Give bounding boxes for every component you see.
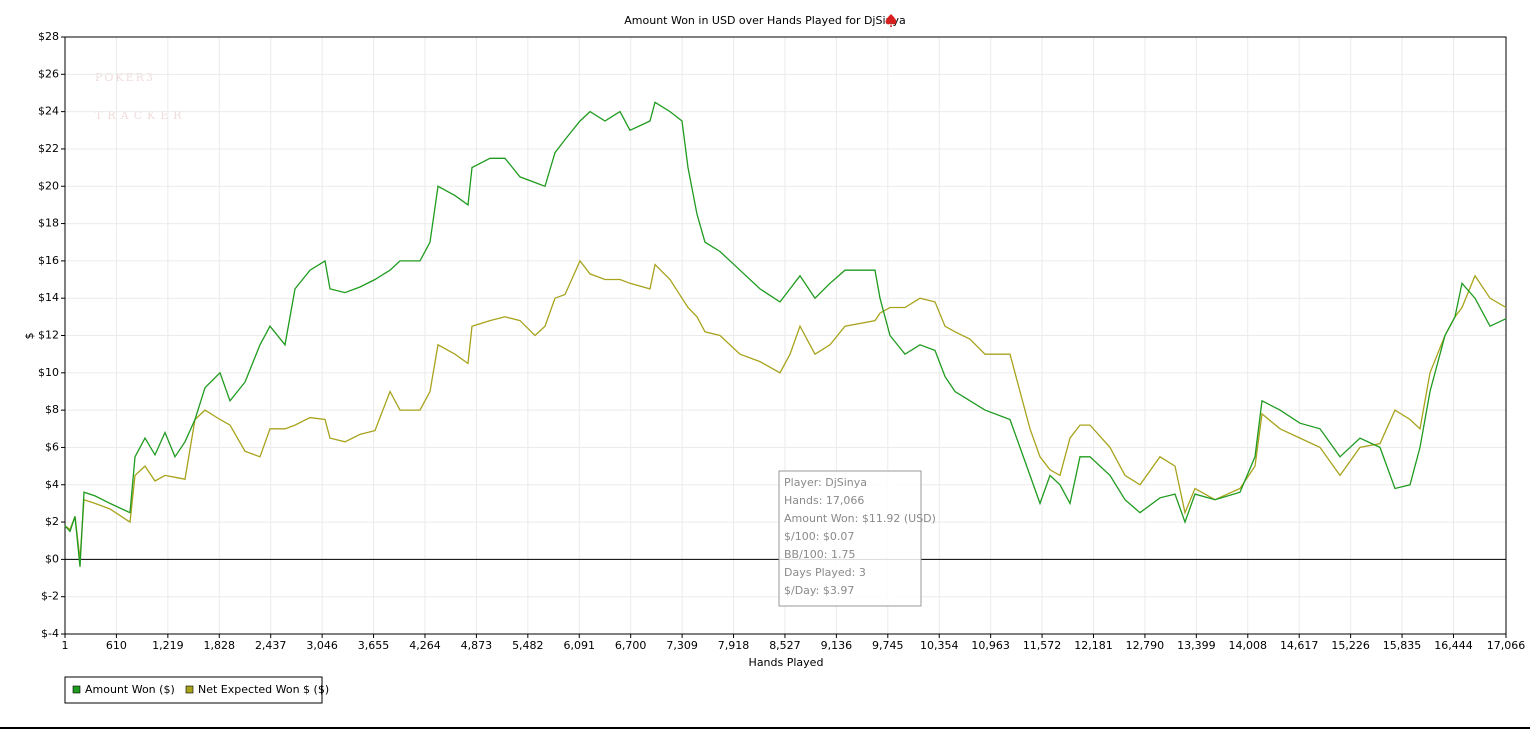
x-tick-label: 1 (62, 639, 69, 652)
watermark: POKER3 (95, 71, 155, 84)
tooltip-text: BB/100: 1.75 (784, 548, 856, 561)
x-tick-label: 6,091 (564, 639, 596, 652)
series-line (64, 101, 1507, 567)
x-tick-label: 12,181 (1074, 639, 1113, 652)
y-tick-label: $24 (38, 105, 59, 118)
y-tick-label: $26 (38, 67, 59, 80)
x-tick-label: 7,918 (718, 639, 750, 652)
tooltip-text: $/100: $0.07 (784, 530, 854, 543)
x-tick-label: 7,309 (666, 639, 698, 652)
x-tick-label: 9,136 (821, 639, 853, 652)
x-tick-label: 4,264 (409, 639, 441, 652)
y-tick-label: $16 (38, 254, 59, 267)
tooltip-text: $/Day: $3.97 (784, 584, 854, 597)
x-tick-label: 9,745 (872, 639, 904, 652)
x-tick-label: 12,790 (1126, 639, 1165, 652)
x-tick-label: 11,572 (1023, 639, 1062, 652)
y-tick-label: $-4 (41, 627, 59, 640)
y-tick-label: $28 (38, 30, 59, 43)
x-tick-label: 5,482 (512, 639, 544, 652)
x-tick-label: 16,444 (1434, 639, 1473, 652)
x-tick-label: 4,873 (461, 639, 493, 652)
x-tick-label: 14,008 (1229, 639, 1268, 652)
y-axis-label: $ (23, 333, 36, 340)
y-tick-label: $18 (38, 217, 59, 230)
x-tick-label: 14,617 (1280, 639, 1319, 652)
chart-title: Amount Won in USD over Hands Played for … (624, 14, 906, 27)
x-tick-label: 610 (106, 639, 127, 652)
y-tick-label: $-2 (41, 590, 59, 603)
y-tick-label: $10 (38, 366, 59, 379)
x-tick-label: 10,354 (920, 639, 959, 652)
y-tick-label: $8 (45, 403, 59, 416)
legend-box (64, 676, 323, 704)
x-tick-label: 1,219 (152, 639, 184, 652)
tooltip-text: Amount Won: $11.92 (USD) (784, 512, 936, 525)
y-tick-label: $6 (45, 440, 59, 453)
series-line (64, 259, 1507, 560)
legend-label: Amount Won ($) (85, 683, 175, 696)
x-tick-label: 10,963 (971, 639, 1010, 652)
legend-swatch (72, 685, 81, 694)
tooltip-box (778, 470, 922, 607)
x-tick-label: 15,226 (1331, 639, 1370, 652)
y-tick-label: $4 (45, 478, 59, 491)
legend-label: Net Expected Won $ ($) (198, 683, 329, 696)
y-tick-label: $22 (38, 142, 59, 155)
tooltip-text: Days Played: 3 (784, 566, 866, 579)
x-tick-label: 3,655 (358, 639, 390, 652)
tooltip-text: Hands: 17,066 (784, 494, 864, 507)
legend-swatch (185, 685, 194, 694)
tooltip-text: Player: DjSinya (784, 476, 867, 489)
y-tick-label: $0 (45, 552, 59, 565)
y-tick-label: $12 (38, 329, 59, 342)
spade-icon (885, 14, 897, 27)
x-tick-label: 3,046 (306, 639, 338, 652)
y-tick-label: $14 (38, 291, 59, 304)
y-tick-label: $2 (45, 515, 59, 528)
x-tick-label: 2,437 (255, 639, 287, 652)
x-axis-label: Hands Played (749, 656, 824, 669)
x-tick-label: 15,835 (1383, 639, 1422, 652)
x-tick-label: 13,399 (1177, 639, 1216, 652)
x-tick-label: 17,066 (1487, 639, 1526, 652)
x-tick-label: 8,527 (769, 639, 801, 652)
x-tick-label: 6,700 (615, 639, 647, 652)
plot-border (64, 36, 1507, 635)
y-tick-label: $20 (38, 179, 59, 192)
x-tick-label: 1,828 (204, 639, 236, 652)
watermark: TRACKER (95, 109, 187, 122)
